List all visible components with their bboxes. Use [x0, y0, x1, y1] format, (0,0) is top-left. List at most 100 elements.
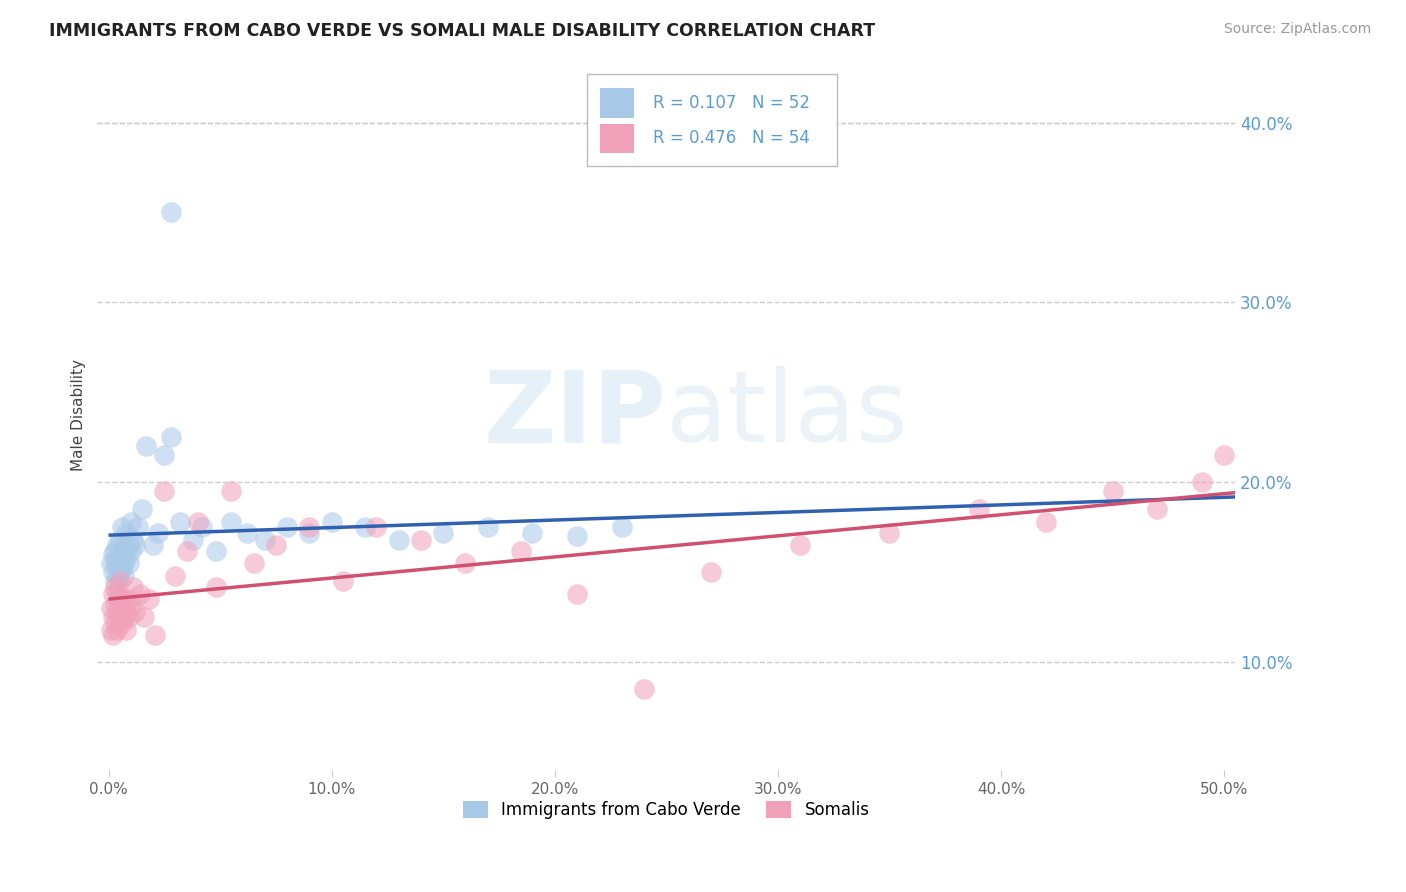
Point [128, 587, 150, 601]
Point [242, 556, 264, 570]
Point [104, 615, 127, 630]
Point [142, 538, 165, 552]
Point [108, 550, 131, 565]
Legend: Immigrants from Cabo Verde, Somalis: Immigrants from Cabo Verde, Somalis [457, 794, 876, 826]
Point [101, 610, 124, 624]
Point [131, 502, 153, 516]
Point [354, 520, 377, 534]
Point [176, 543, 198, 558]
Point [1146, 502, 1168, 516]
Point [153, 448, 176, 462]
Point [117, 610, 139, 624]
Point [101, 547, 124, 561]
Point [160, 205, 183, 219]
FancyBboxPatch shape [600, 88, 634, 118]
Point [789, 538, 811, 552]
Point [264, 538, 287, 552]
Point [115, 550, 138, 565]
Point [510, 543, 533, 558]
Text: IMMIGRANTS FROM CABO VERDE VS SOMALI MALE DISABILITY CORRELATION CHART: IMMIGRANTS FROM CABO VERDE VS SOMALI MAL… [49, 22, 876, 40]
Point [522, 525, 544, 540]
Point [108, 574, 131, 589]
Point [104, 574, 127, 589]
Point [111, 615, 134, 630]
Point [153, 484, 176, 499]
Point [276, 520, 298, 534]
Point [879, 525, 901, 540]
Point [112, 568, 135, 582]
FancyBboxPatch shape [586, 74, 837, 166]
Point [146, 525, 169, 540]
Point [432, 525, 454, 540]
Point [633, 681, 655, 696]
Point [108, 592, 131, 607]
Point [120, 515, 142, 529]
Point [122, 533, 145, 547]
Point [138, 592, 160, 607]
Point [169, 515, 191, 529]
Point [1035, 515, 1057, 529]
Text: Source: ZipAtlas.com: Source: ZipAtlas.com [1223, 22, 1371, 37]
Point [120, 598, 142, 612]
Point [107, 538, 129, 552]
Point [112, 538, 135, 552]
Point [477, 520, 499, 534]
Point [127, 520, 149, 534]
Point [187, 515, 209, 529]
Point [1101, 484, 1123, 499]
Point [107, 556, 129, 570]
Point [104, 580, 127, 594]
Point [115, 605, 138, 619]
Point [108, 565, 131, 579]
Text: atlas: atlas [666, 367, 908, 463]
Point [122, 580, 145, 594]
Point [111, 547, 134, 561]
Point [165, 568, 187, 582]
Point [112, 592, 135, 607]
Point [115, 623, 138, 637]
Point [117, 556, 139, 570]
Point [111, 598, 134, 612]
Point [107, 587, 129, 601]
Point [135, 439, 157, 453]
Point [204, 580, 226, 594]
Point [111, 561, 134, 575]
Point [120, 543, 142, 558]
Point [115, 525, 138, 540]
Point [101, 587, 124, 601]
Point [100, 623, 122, 637]
Point [101, 628, 124, 642]
Point [108, 610, 131, 624]
Point [565, 529, 588, 543]
Point [191, 520, 214, 534]
Point [236, 525, 259, 540]
Point [101, 565, 124, 579]
Point [387, 533, 409, 547]
Point [219, 484, 242, 499]
Point [332, 574, 354, 589]
Point [366, 520, 388, 534]
Point [112, 556, 135, 570]
Point [107, 623, 129, 637]
Y-axis label: Male Disability: Male Disability [72, 359, 86, 471]
Point [100, 601, 122, 615]
Point [107, 605, 129, 619]
Point [181, 533, 204, 547]
Point [104, 556, 127, 570]
Point [321, 515, 343, 529]
Point [117, 592, 139, 607]
Point [298, 525, 321, 540]
Point [1213, 448, 1236, 462]
Point [107, 568, 129, 582]
Point [104, 543, 127, 558]
Point [124, 538, 146, 552]
Point [111, 520, 134, 534]
Point [409, 533, 432, 547]
Point [100, 556, 122, 570]
Text: N = 52: N = 52 [752, 94, 810, 112]
FancyBboxPatch shape [600, 123, 634, 153]
Point [454, 556, 477, 570]
Point [143, 628, 166, 642]
Text: N = 54: N = 54 [752, 129, 810, 147]
Point [124, 605, 146, 619]
